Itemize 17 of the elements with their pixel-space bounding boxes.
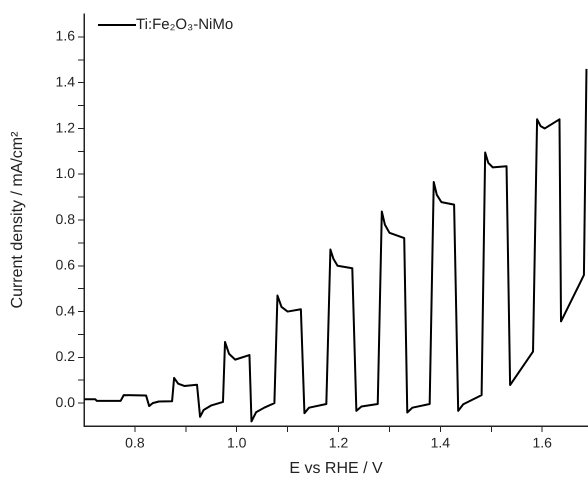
y-tick-label: 1.2 xyxy=(56,119,76,136)
x-tick-label: 1.4 xyxy=(430,434,450,450)
x-tick-label: 1.2 xyxy=(328,434,348,450)
y-tick-label: 0.4 xyxy=(56,302,76,318)
y-tick-label: 0.0 xyxy=(56,394,76,410)
legend-label: Ti:Fe₂O₃-NiMo xyxy=(136,16,234,33)
x-tick-label: 1.6 xyxy=(532,434,552,450)
y-axis-title: Current density / mA/cm² xyxy=(9,130,26,308)
y-tick-label: 1.6 xyxy=(56,28,76,44)
y-tick-label: 0.6 xyxy=(56,256,76,273)
y-tick-label: 0.8 xyxy=(56,210,76,227)
x-tick-label: 1.0 xyxy=(226,434,247,450)
x-tick-label: 0.8 xyxy=(125,434,145,450)
y-tick-label: 1.4 xyxy=(56,74,76,90)
x-axis-title: E vs RHE / V xyxy=(289,460,383,477)
y-tick-label: 0.2 xyxy=(56,348,76,364)
y-tick-label: 1.0 xyxy=(56,165,76,182)
